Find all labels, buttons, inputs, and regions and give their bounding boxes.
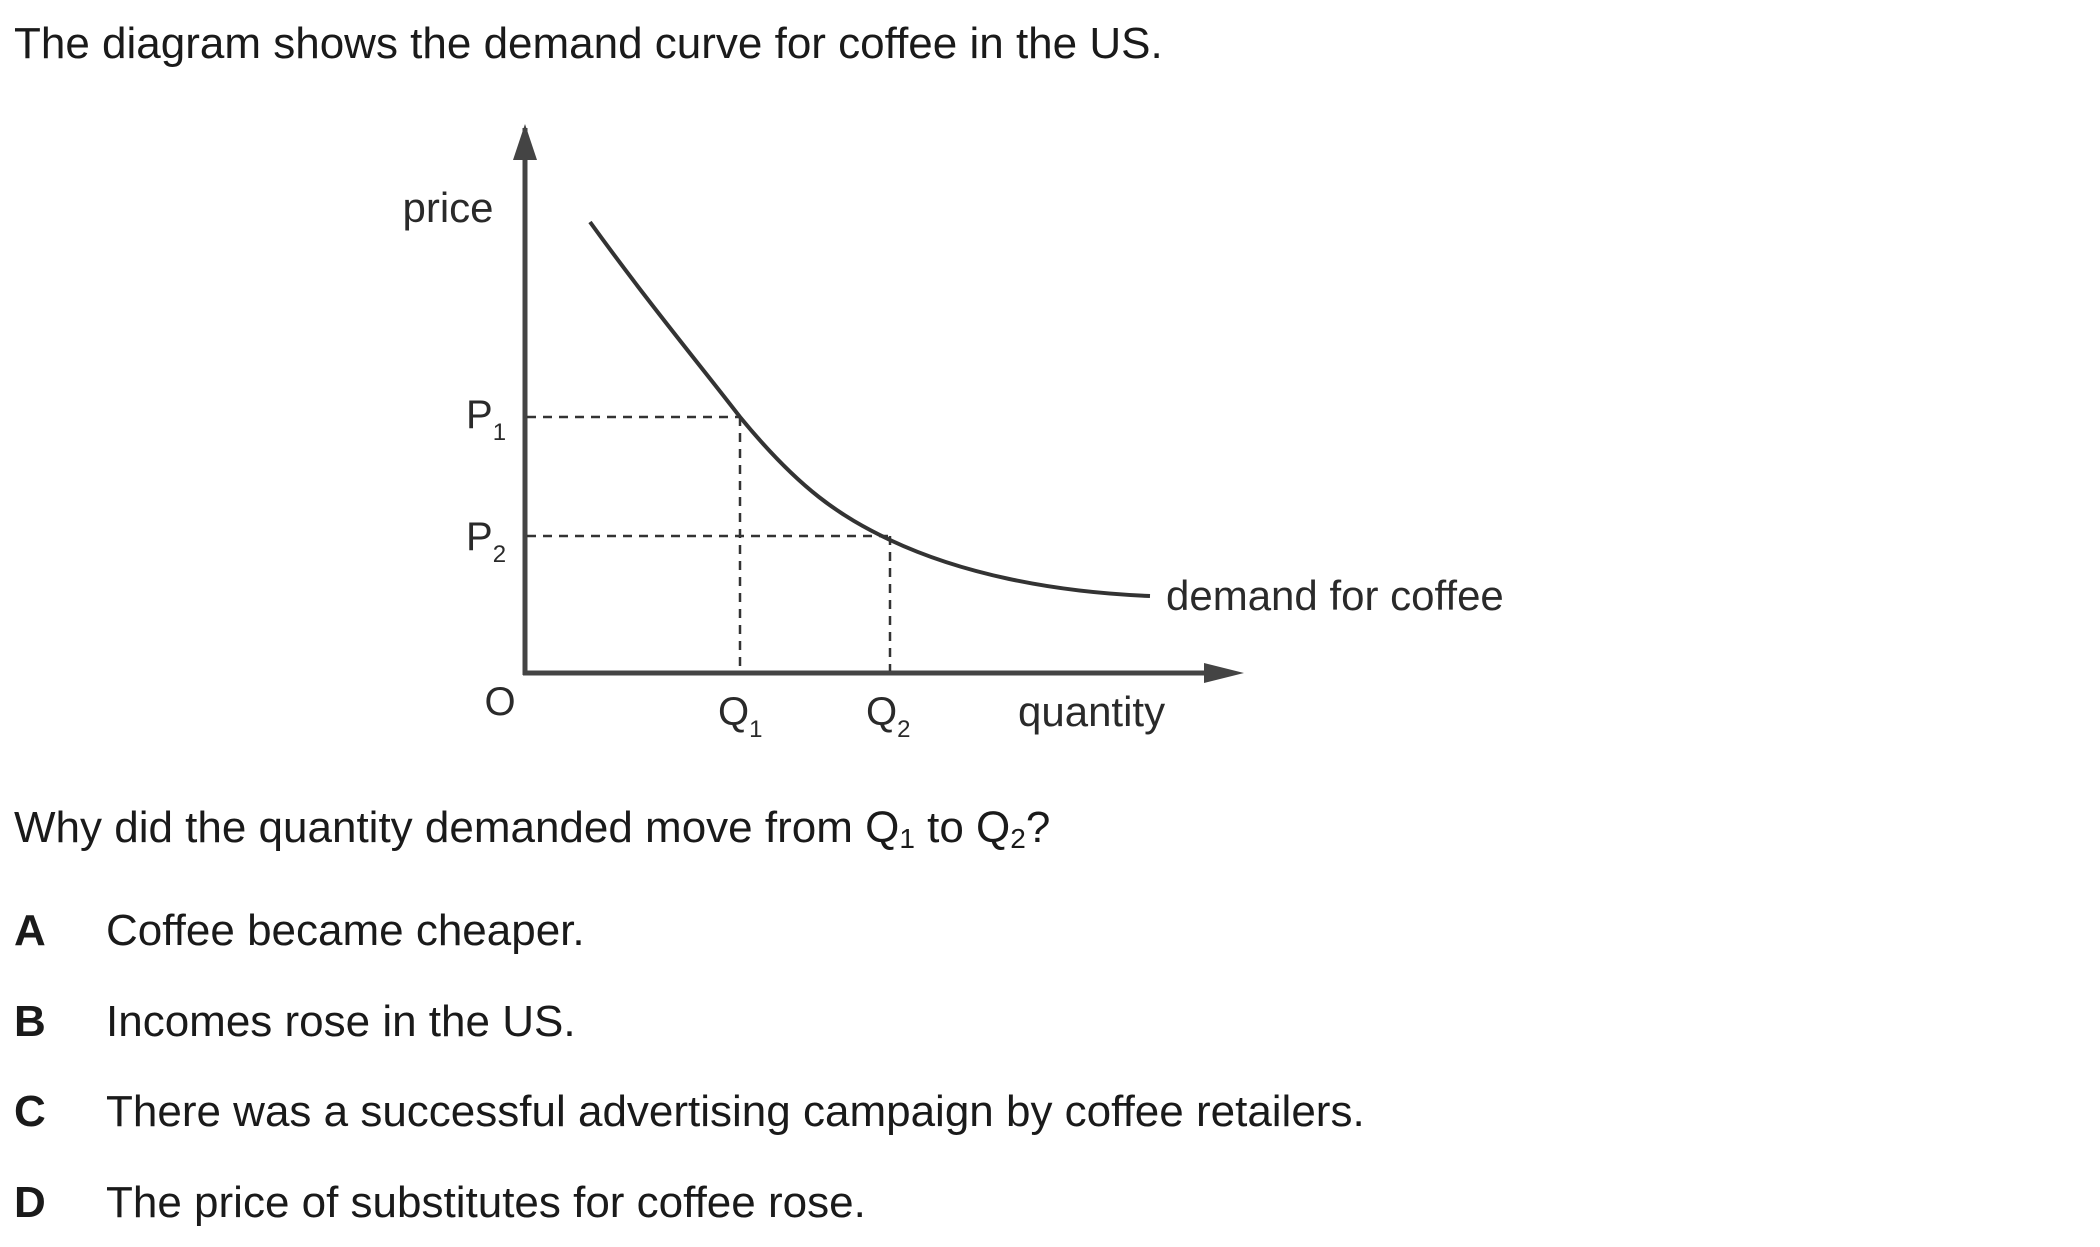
option-b[interactable]: B Incomes rose in the US.: [14, 992, 576, 1052]
p1-label-sub: 1: [493, 419, 506, 446]
price-axis-arrowhead: [513, 124, 537, 160]
q1-label-sub: 1: [749, 716, 762, 743]
p1-label-base: P: [466, 393, 493, 437]
option-a-text: Coffee became cheaper.: [106, 906, 585, 955]
p2-label-sub: 2: [493, 541, 506, 568]
option-a[interactable]: A Coffee became cheaper.: [14, 901, 585, 961]
option-d[interactable]: D The price of substitutes for coffee ros…: [14, 1173, 866, 1233]
price-axis-label: price: [402, 184, 493, 231]
option-c-text: There was a successful advertising campa…: [106, 1087, 1365, 1136]
question-text: Why did the quantity demanded move from …: [14, 798, 1050, 858]
question-text-after: ?: [1025, 803, 1051, 852]
option-d-letter: D: [14, 1178, 46, 1227]
question-text-before: Why did the quantity demanded move from …: [14, 803, 900, 852]
question-sub-2: 2: [1010, 823, 1026, 854]
q2-label-sub: 2: [897, 716, 910, 743]
demand-curve: [588, 220, 1151, 598]
quantity-axis-label: quantity: [1018, 688, 1165, 735]
intro-text: The diagram shows the demand curve for c…: [14, 19, 1163, 68]
option-a-letter: A: [14, 906, 46, 955]
option-b-letter: B: [14, 997, 46, 1046]
q2-label-base: Q: [866, 690, 897, 734]
option-b-text: Incomes rose in the US.: [106, 997, 576, 1046]
p2-label-base: P: [466, 515, 493, 559]
q1-label: Q1: [718, 690, 762, 743]
option-c[interactable]: C There was a successful advertising camp…: [14, 1082, 1365, 1142]
q1-label-base: Q: [718, 690, 749, 734]
p1-label: P1: [466, 393, 506, 446]
quantity-axis-arrowhead: [1204, 663, 1244, 683]
origin-label: O: [484, 680, 515, 724]
p2-label: P2: [466, 515, 506, 568]
demand-curve-label: demand for coffee: [1166, 572, 1504, 619]
q2-label: Q2: [866, 690, 910, 743]
demand-diagram: price P1 P2 O Q1 Q2 quantity demand for …: [402, 124, 1504, 743]
option-c-letter: C: [14, 1087, 46, 1136]
option-d-text: The price of substitutes for coffee rose…: [106, 1178, 866, 1227]
question-text-middle: to Q: [914, 803, 1011, 852]
question-sub-1: 1: [899, 823, 915, 854]
